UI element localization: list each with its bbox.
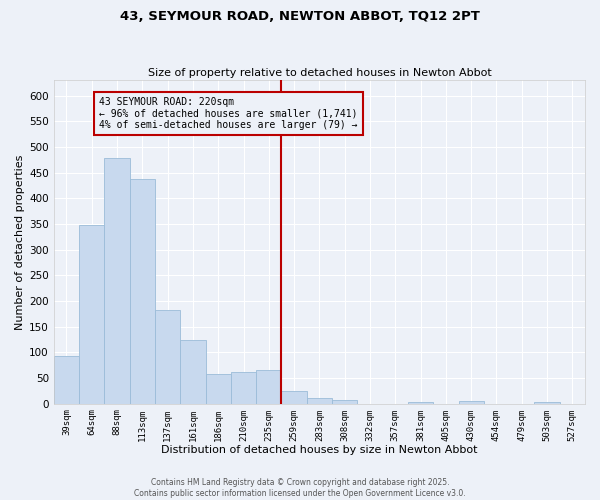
Bar xyxy=(130,180,155,404)
Bar xyxy=(458,400,484,404)
Bar xyxy=(535,402,560,404)
Bar xyxy=(180,340,206,404)
Text: Contains HM Land Registry data © Crown copyright and database right 2025.
Contai: Contains HM Land Registry data © Crown c… xyxy=(134,478,466,498)
Y-axis label: Number of detached properties: Number of detached properties xyxy=(15,154,25,330)
Bar xyxy=(104,158,130,404)
Bar xyxy=(206,374,231,404)
Title: Size of property relative to detached houses in Newton Abbot: Size of property relative to detached ho… xyxy=(148,68,491,78)
Text: 43 SEYMOUR ROAD: 220sqm
← 96% of detached houses are smaller (1,741)
4% of semi-: 43 SEYMOUR ROAD: 220sqm ← 96% of detache… xyxy=(100,96,358,130)
Bar xyxy=(79,225,104,404)
X-axis label: Distribution of detached houses by size in Newton Abbot: Distribution of detached houses by size … xyxy=(161,445,478,455)
Text: 43, SEYMOUR ROAD, NEWTON ABBOT, TQ12 2PT: 43, SEYMOUR ROAD, NEWTON ABBOT, TQ12 2PT xyxy=(120,10,480,23)
Bar xyxy=(155,310,180,404)
Bar xyxy=(307,398,332,404)
Bar xyxy=(256,370,281,404)
Bar xyxy=(408,402,433,404)
Bar xyxy=(54,356,79,404)
Bar xyxy=(332,400,358,404)
Bar xyxy=(281,392,307,404)
Bar xyxy=(231,372,256,404)
